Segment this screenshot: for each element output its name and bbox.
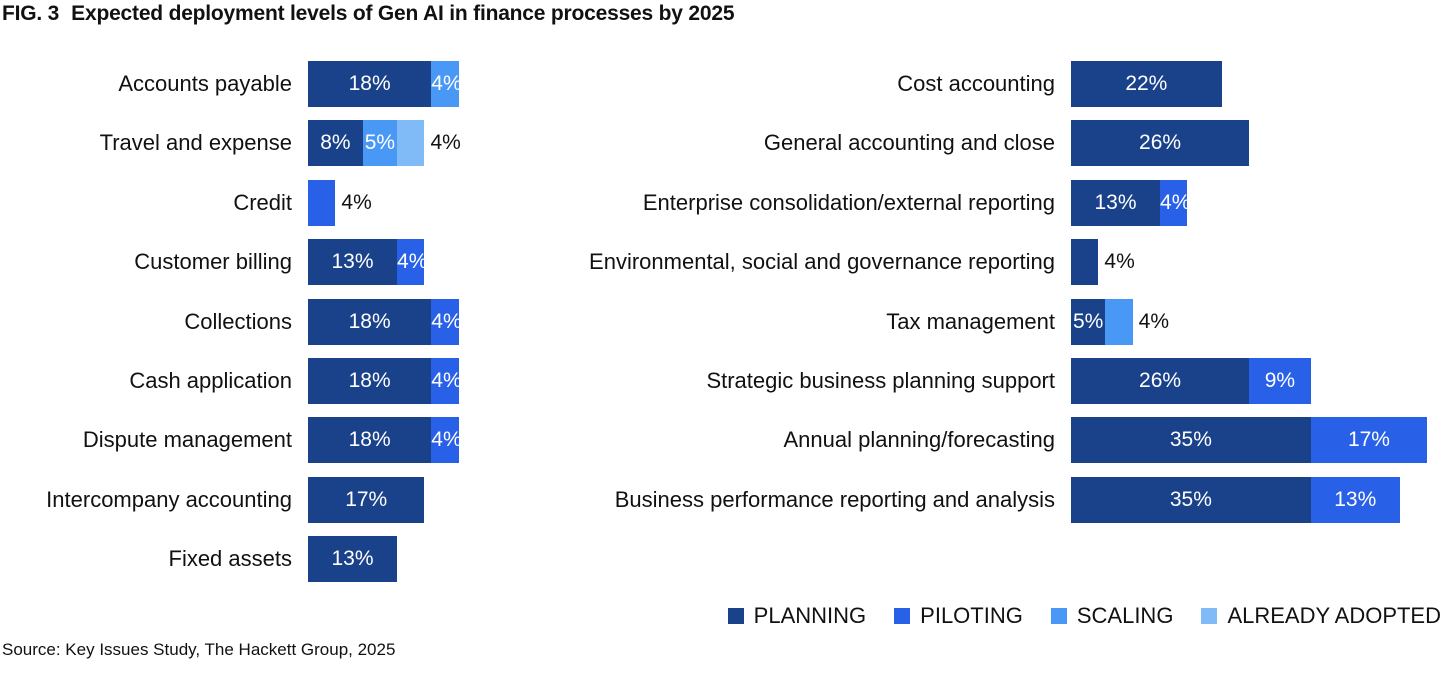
bar-segment-planning: 18% <box>308 417 432 464</box>
category-label: Cash application <box>129 368 292 393</box>
bar-segment-planning: 13% <box>1071 179 1161 226</box>
bar-segment-piloting: 17% <box>1310 417 1428 464</box>
bar-segment-scaling: 5% <box>362 120 398 167</box>
data-label: 26% <box>1139 131 1182 155</box>
bar-segment-planning: 35% <box>1071 476 1311 523</box>
data-label: 13% <box>1094 190 1137 214</box>
legend-label: SCALING <box>1076 603 1174 628</box>
category-label: Credit <box>233 189 292 215</box>
category-label: Business performance reporting and analy… <box>614 486 1055 512</box>
legend-item-piloting: PILOTING <box>894 603 1023 629</box>
data-label: 4% <box>397 250 428 274</box>
category-label: Collections <box>184 308 292 334</box>
data-label: 22% <box>1125 72 1168 95</box>
bar-segment-planning: 13% <box>308 239 398 286</box>
data-label: 17% <box>1347 428 1390 452</box>
bar-segment-planning: 18% <box>308 298 432 345</box>
data-label: 4% <box>430 131 461 155</box>
category-label: Travel and expense <box>99 130 292 156</box>
category-label: General accounting and close <box>763 130 1055 156</box>
bar-segment-planning: 18% <box>308 61 432 107</box>
category-label: Strategic business planning support <box>706 368 1055 393</box>
legend-item-adopted: ALREADY ADOPTED <box>1201 603 1441 629</box>
data-label: 4% <box>431 72 462 95</box>
data-label: 18% <box>348 72 391 95</box>
source-note: Source: Key Issues Study, The Hackett Gr… <box>2 640 396 659</box>
legend: PLANNING PILOTING SCALING ALREADY ADOPTED <box>727 603 1441 629</box>
data-label: 4% <box>431 309 462 333</box>
category-label: Fixed assets <box>168 546 293 572</box>
bar-segment-planning <box>1071 239 1099 286</box>
category-label: Enterprise consolidation/external report… <box>642 189 1055 215</box>
data-label: 4% <box>1138 309 1169 333</box>
legend-label: PILOTING <box>920 603 1023 628</box>
data-label: 4% <box>431 428 462 452</box>
legend-label: PLANNING <box>753 603 867 628</box>
bar-segment-piloting: 4% <box>431 358 462 404</box>
legend-item-scaling: SCALING <box>1050 603 1174 629</box>
data-label: 4% <box>1104 250 1135 274</box>
category-label: Annual planning/forecasting <box>783 427 1055 453</box>
category-label: Cost accounting <box>897 71 1055 96</box>
bar-segment-planning: 8% <box>308 120 363 167</box>
bar-segment-piloting: 4% <box>431 298 462 345</box>
chart-title: FIG. 3 Expected deployment levels of Gen … <box>2 2 735 26</box>
bar-segment-adopted <box>397 120 425 167</box>
bar-segment-planning: 26% <box>1071 120 1250 167</box>
legend-item-planning: PLANNING <box>727 603 867 629</box>
bar-segment-piloting: 4% <box>1160 179 1191 226</box>
data-label: 13% <box>331 250 374 274</box>
data-label: 4% <box>1160 190 1191 214</box>
data-label: 26% <box>1139 369 1182 392</box>
bar-segment-piloting: 4% <box>397 239 428 286</box>
data-label: 18% <box>348 428 391 452</box>
legend-label: ALREADY ADOPTED <box>1227 603 1441 628</box>
legend-swatch <box>894 608 911 624</box>
data-label: 4% <box>431 369 462 392</box>
bar-segment-planning: 26% <box>1071 358 1250 404</box>
category-label: Customer billing <box>134 249 292 275</box>
data-label: 5% <box>364 131 396 155</box>
bar-segment-planning: 17% <box>308 476 425 523</box>
data-label: 35% <box>1169 428 1212 452</box>
bar-segment-piloting: 4% <box>431 417 462 464</box>
data-label: 17% <box>345 487 388 511</box>
bar-segment-piloting: 13% <box>1310 476 1400 523</box>
bar-segment-scaling <box>1105 298 1133 345</box>
legend-swatch <box>1050 608 1067 624</box>
bar-segment-planning: 5% <box>1071 298 1106 345</box>
category-label: Dispute management <box>82 427 292 453</box>
data-label: 9% <box>1264 369 1296 392</box>
title-text: Expected deployment levels of Gen AI in … <box>71 2 735 25</box>
data-label: 13% <box>331 547 374 571</box>
bar-segment-planning: 35% <box>1071 417 1311 464</box>
bar-segment-piloting <box>308 179 336 226</box>
bar-segment-planning: 22% <box>1071 61 1222 107</box>
figure-label: FIG. 3 <box>2 2 60 25</box>
data-label: 5% <box>1072 309 1104 333</box>
data-label: 8% <box>320 131 351 155</box>
legend-swatch <box>1201 608 1218 624</box>
bar-segment-scaling: 4% <box>431 61 462 107</box>
data-label: 18% <box>348 369 391 392</box>
category-label: Environmental, social and governance rep… <box>589 249 1055 275</box>
data-label: 4% <box>341 190 372 214</box>
category-label: Intercompany accounting <box>46 486 292 512</box>
bar-segment-piloting: 9% <box>1249 358 1311 404</box>
data-label: 18% <box>348 309 391 333</box>
bar-segment-planning: 18% <box>308 358 432 404</box>
bar-segment-planning: 13% <box>308 536 398 583</box>
category-label: Tax management <box>886 308 1055 334</box>
data-label: 35% <box>1169 487 1212 511</box>
data-label: 13% <box>1334 487 1377 511</box>
category-label: Accounts payable <box>118 71 292 96</box>
legend-swatch <box>727 608 744 624</box>
